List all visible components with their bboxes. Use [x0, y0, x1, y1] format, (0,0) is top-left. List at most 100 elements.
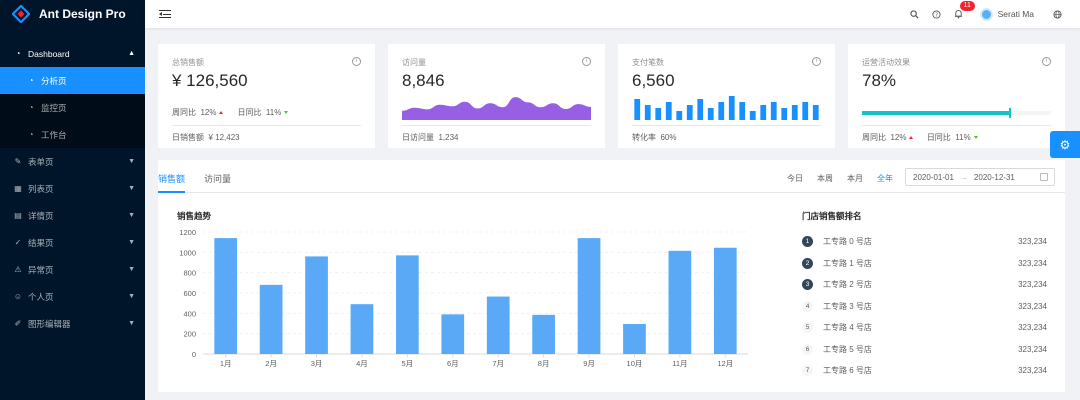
mini-bar	[686, 105, 693, 120]
info-icon[interactable]: i	[352, 57, 361, 66]
sidebar-menu: ◔ Dashboard ▲ ◔ 分析页 ◔ 监控页 ◔ 工作台 ✎ 表单页 ▼ …	[0, 40, 145, 337]
week-value: 12%	[200, 108, 217, 117]
y-tick-label: 600	[183, 289, 196, 298]
chevron-down-icon: ▼	[128, 239, 135, 246]
info-icon[interactable]: i	[812, 57, 821, 66]
card-value: 6,560	[632, 71, 675, 90]
card-value: ¥ 126,560	[172, 71, 248, 90]
rank-list: 1 工专路 0 号店 323,234 2 工专路 1 号店 323,234 3 工专路 2 号…	[802, 231, 1047, 382]
range-month[interactable]: 本月	[847, 174, 863, 183]
info-icon[interactable]: i	[582, 57, 591, 66]
sidebar-item-result[interactable]: ✓ 结果页 ▼	[0, 229, 145, 256]
settings-drawer-button[interactable]: ⚙	[1050, 131, 1080, 158]
y-tick-label: 800	[183, 269, 196, 278]
card-visits: 访问量 i 8,846 日访问量 1,234	[388, 44, 605, 148]
picker-start[interactable]: 2020-01-01	[913, 172, 954, 182]
user-icon: ☺	[13, 292, 23, 301]
card-payments: 支付笔数 i 6,560 转化率 60%	[618, 44, 835, 148]
footer-label: 日访问量	[402, 133, 434, 142]
list-item: 7 工专路 6 号店 323,234	[802, 360, 1047, 382]
ant-logo-icon	[12, 5, 30, 23]
footer-label: 转化率	[632, 133, 656, 142]
range-today[interactable]: 今日	[787, 174, 803, 183]
rank-number: 3	[802, 279, 813, 291]
sales-bar-chart: 0 200 400 600 800 1000 1200 1月 2月 3月 4月 5月 6月 7月 8月 9月 1…	[179, 228, 748, 368]
mini-bar	[760, 105, 767, 120]
store-name: 工专路 6 号店	[823, 366, 872, 376]
y-tick-label: 400	[183, 309, 196, 318]
sidebar-item-form[interactable]: ✎ 表单页 ▼	[0, 148, 145, 175]
menu-fold-icon[interactable]	[159, 9, 171, 19]
tab-visits[interactable]: 访问量	[204, 174, 232, 184]
sidebar-item-list[interactable]: ▦ 列表页 ▼	[0, 175, 145, 202]
form-icon: ✎	[14, 157, 22, 166]
bell-icon[interactable]: 11	[948, 0, 975, 28]
notification-badge: 11	[959, 1, 975, 11]
sidebar-item-label: Dashboard	[28, 48, 70, 59]
list-item: 6 工专路 5 号店 323,234	[802, 339, 1047, 361]
warning-icon: ⚠	[14, 265, 22, 274]
sales-panel: 销售额 访问量 今日 本周 本月 全年 2020-01-01 → 2020-12…	[158, 160, 1065, 392]
week-label: 周同比	[172, 108, 196, 117]
card-value: 8,846	[402, 71, 445, 90]
sidebar-item-exception[interactable]: ⚠ 异常页 ▼	[0, 256, 145, 283]
caret-down-icon	[973, 136, 978, 140]
list-item: 4 工专路 3 号店 323,234	[802, 296, 1047, 318]
mini-bar	[707, 108, 714, 120]
range-year[interactable]: 全年	[877, 174, 893, 183]
rank-number: 5	[802, 322, 813, 334]
store-value: 323,234	[1018, 344, 1047, 354]
x-tick-label: 2月	[265, 359, 277, 368]
bar-1月	[214, 238, 238, 354]
sidebar-item-workplace[interactable]: ◔ 工作台	[0, 121, 145, 148]
rank-number: 7	[802, 365, 813, 377]
search-icon[interactable]	[904, 0, 926, 28]
chevron-up-icon: ▲	[128, 50, 135, 57]
date-range-links: 今日 本周 本月 全年	[787, 173, 893, 184]
picker-end[interactable]: 2020-12-31	[973, 172, 1015, 182]
globe-icon[interactable]	[1046, 0, 1068, 28]
footer-value: 1,234	[438, 133, 459, 142]
card-title: 支付笔数	[632, 58, 664, 67]
sidebar-item-account[interactable]: ☺ 个人页 ▼	[0, 283, 145, 310]
x-tick-label: 8月	[538, 359, 550, 368]
x-tick-label: 9月	[583, 359, 595, 368]
mini-bar	[781, 108, 788, 120]
x-tick-label: 11月	[672, 359, 687, 368]
sidebar-item-profile[interactable]: ▤ 详情页 ▼	[0, 202, 145, 229]
app-title: Ant Design Pro	[39, 7, 126, 21]
sidebar-item-label: 工作台	[41, 129, 67, 140]
card-title: 访问量	[402, 58, 426, 67]
date-range-picker[interactable]: 2020-01-01 → 2020-12-31	[905, 168, 1055, 186]
rank-number: 6	[802, 343, 813, 355]
trend-row: 周同比 12% 日同比 11%	[172, 107, 289, 118]
tab-sales[interactable]: 销售额	[158, 174, 186, 184]
store-name: 工专路 0 号店	[823, 237, 872, 247]
logo[interactable]: Ant Design Pro	[0, 0, 145, 28]
sidebar-item-monitor[interactable]: ◔ 监控页	[0, 94, 145, 121]
week-value: 12%	[890, 133, 907, 142]
payments-bar-chart	[634, 96, 819, 120]
tab-bar: 销售额 访问量 今日 本周 本月 全年 2020-01-01 → 2020-12…	[158, 160, 1065, 193]
y-tick-label: 0	[192, 350, 196, 359]
avatar[interactable]	[979, 7, 993, 21]
x-tick-label: 4月	[356, 359, 368, 368]
sidebar-item-dashboard[interactable]: ◔ Dashboard ▲	[0, 40, 145, 67]
chevron-down-icon: ▼	[128, 293, 135, 300]
store-value: 323,234	[1018, 280, 1047, 290]
username[interactable]: Serati Ma	[997, 9, 1034, 19]
sidebar-item-editor[interactable]: ✐ 图形编辑器 ▼	[0, 310, 145, 337]
y-tick-label: 1200	[179, 228, 196, 237]
bar-10月	[623, 324, 646, 354]
footer-value: ¥ 12,423	[208, 133, 240, 142]
mini-bar	[812, 105, 819, 120]
sidebar-item-analysis[interactable]: ◔ 分析页	[0, 67, 145, 94]
range-week[interactable]: 本周	[817, 174, 833, 183]
info-icon[interactable]: i	[1042, 57, 1051, 66]
x-tick-label: 6月	[447, 359, 459, 368]
sidebar-item-label: 详情页	[28, 210, 54, 221]
bar-9月	[577, 238, 601, 354]
store-value: 323,234	[1018, 323, 1047, 333]
question-icon[interactable]: ?	[926, 0, 948, 28]
list-item: 5 工专路 4 号店 323,234	[802, 317, 1047, 339]
